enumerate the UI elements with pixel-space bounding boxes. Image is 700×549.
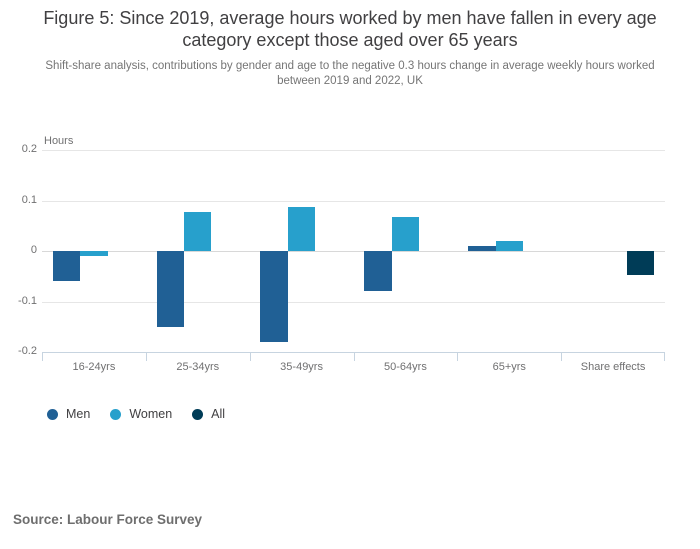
- bar-women-16-24yrs[interactable]: [80, 251, 108, 257]
- x-category-label: 35-49yrs: [280, 361, 323, 373]
- legend-label: All: [211, 407, 226, 421]
- x-category-label: 25-34yrs: [176, 361, 220, 373]
- bar-men-65-yrs[interactable]: [468, 245, 496, 251]
- bar-men-50-64yrs[interactable]: [364, 251, 392, 292]
- page-title: Figure 5: Since 2019, average hours work…: [43, 8, 657, 50]
- bar-men-16-24yrs[interactable]: [52, 251, 81, 282]
- gridline: [42, 200, 665, 202]
- x-category-label: 50-64yrs: [384, 361, 427, 373]
- x-axis-tick: [664, 353, 665, 361]
- x-axis-tick: [249, 353, 251, 361]
- bar-men-25-34yrs[interactable]: [156, 251, 185, 327]
- x-category-label: 16-24yrs: [72, 361, 116, 373]
- x-category-label: 65+yrs: [492, 361, 526, 373]
- x-axis-tick: [145, 353, 147, 361]
- bar-women-50-64yrs[interactable]: [391, 216, 420, 251]
- legend-dot-all: [192, 408, 204, 420]
- gridline: [42, 150, 665, 151]
- bar-women-25-34yrs[interactable]: [184, 211, 212, 251]
- legend-label: Men: [66, 407, 91, 421]
- x-axis: [42, 352, 665, 362]
- x-axis-labels: 16-24yrs 25-34yrs 35-49yrs 50-64yrs 65+yrs Sh…: [42, 361, 665, 375]
- y-tick-label: 0: [30, 244, 37, 256]
- gridline: [42, 301, 665, 303]
- y-axis-labels: 0.2 0.1 0 -0.1 -0.2: [0, 143, 37, 357]
- y-axis-title: Hours: [44, 135, 74, 147]
- x-category-label: Share effects: [580, 361, 646, 373]
- legend-dot-men: [47, 408, 58, 420]
- x-axis-tick: [457, 353, 459, 361]
- bar-women-65-yrs[interactable]: [495, 240, 523, 251]
- bar-all-share-effects[interactable]: [626, 251, 655, 276]
- legend: Men Women All: [47, 406, 225, 422]
- legend-item-women[interactable]: Women: [110, 407, 172, 421]
- page-subtitle: Shift-share analysis, contributions by g…: [45, 60, 655, 87]
- legend-item-all[interactable]: All: [192, 407, 225, 421]
- zero-gridline: [42, 251, 665, 252]
- bar-women-35-49yrs[interactable]: [287, 206, 316, 251]
- legend-label: Women: [129, 407, 173, 421]
- plot-area: [42, 150, 665, 352]
- y-tick-label: 0.1: [21, 193, 37, 206]
- source-note: Source: Labour Force Survey: [13, 512, 203, 527]
- x-axis-tick: [353, 353, 355, 361]
- legend-dot-women: [110, 408, 122, 420]
- y-tick-label: -0.1: [18, 294, 37, 307]
- legend-item-men[interactable]: Men: [47, 407, 90, 421]
- y-tick-label: -0.2: [18, 345, 37, 357]
- y-tick-label: 0.2: [21, 143, 37, 155]
- x-axis-tick: [561, 353, 563, 361]
- x-axis-tick: [42, 353, 43, 361]
- bar-men-35-49yrs[interactable]: [260, 251, 288, 342]
